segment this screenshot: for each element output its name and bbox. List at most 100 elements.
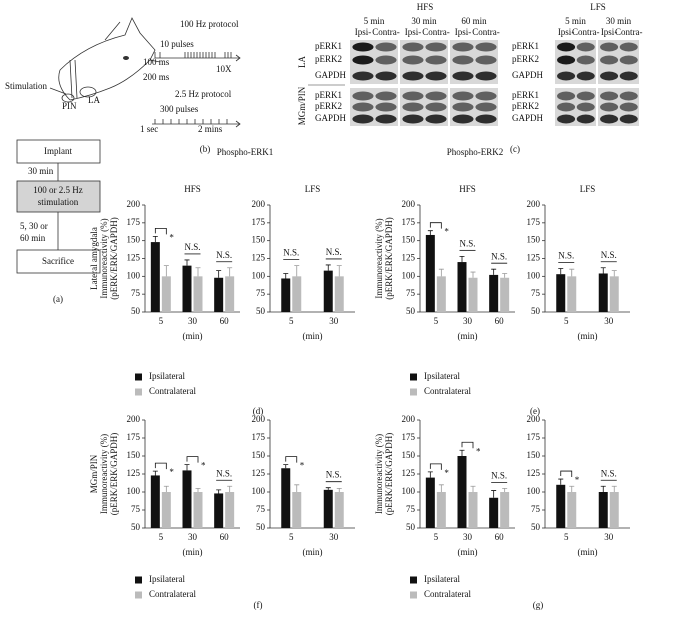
legend-label: Contralateral xyxy=(149,386,196,396)
row-label: pERK1 xyxy=(315,41,342,51)
error-bar xyxy=(600,267,606,274)
blot-band xyxy=(402,55,424,65)
row-label: pERK1 xyxy=(512,90,539,100)
y-tick-label: 125 xyxy=(527,253,541,263)
protocol-text: 10 pulses xyxy=(160,39,194,49)
y-tick-label: 150 xyxy=(252,235,266,245)
la-label: LA xyxy=(88,95,100,105)
protocol-text: 300 pulses xyxy=(160,104,199,114)
blot-band xyxy=(452,42,474,52)
error-bar xyxy=(336,488,342,492)
legend-label: Contralateral xyxy=(424,386,471,396)
pin-region xyxy=(61,93,75,103)
blot-band xyxy=(557,55,576,65)
x-tick-label: 30 xyxy=(188,316,198,326)
y-tick-label: 50 xyxy=(256,306,266,316)
lane-label: Contra- xyxy=(572,27,600,37)
bar xyxy=(214,277,224,312)
y-tick-label: 50 xyxy=(406,306,416,316)
blot-band xyxy=(352,91,374,101)
annotation: N.S. xyxy=(283,248,299,258)
error-bar xyxy=(438,268,444,277)
bar xyxy=(334,276,344,312)
legend-swatch xyxy=(410,576,417,584)
bar xyxy=(214,493,224,528)
time-label: 60 min xyxy=(461,16,487,26)
blot-band xyxy=(402,71,424,81)
row-label: pERK2 xyxy=(315,101,342,111)
pulse-train xyxy=(152,119,241,128)
y-tick-label: 125 xyxy=(252,468,266,478)
blot-band xyxy=(619,91,638,101)
error-bar xyxy=(569,268,575,277)
error-bar xyxy=(184,464,190,471)
y-tick-label: 75 xyxy=(256,504,266,514)
error-bar xyxy=(195,267,201,277)
x-tick-label: 5 xyxy=(289,532,294,542)
legend-swatch xyxy=(410,388,417,396)
bar xyxy=(556,484,566,528)
stimulation-label: Stimulation xyxy=(5,81,48,91)
bar xyxy=(457,262,467,312)
bar xyxy=(598,492,608,528)
x-axis-label: (min) xyxy=(303,547,323,557)
x-axis-label: (min) xyxy=(183,331,203,341)
y-tick-label: 150 xyxy=(127,235,141,245)
y-tick-label: 150 xyxy=(252,450,266,460)
blot-band xyxy=(576,114,595,124)
blot-band xyxy=(576,91,595,101)
blot-band xyxy=(600,114,619,124)
legend-label: Ipsilateral xyxy=(424,371,460,381)
annotation: N.S. xyxy=(459,238,475,248)
x-tick-label: 30 xyxy=(463,532,473,542)
annotation: N.S. xyxy=(326,247,342,257)
bar xyxy=(150,475,160,528)
bar xyxy=(556,274,566,312)
legend-label: Contralateral xyxy=(424,589,471,599)
annotation: N.S. xyxy=(558,251,574,261)
bar xyxy=(161,276,171,312)
y-axis-label: Immunoreactivity (%) xyxy=(374,218,384,298)
blot-band xyxy=(452,114,474,124)
error-bar xyxy=(558,268,564,275)
implant-box xyxy=(16,139,101,164)
y-tick-label: 200 xyxy=(527,414,541,424)
x-tick-label: 5 xyxy=(434,532,439,542)
row-label: GAPDH xyxy=(512,113,544,123)
time-label: 5 min xyxy=(364,16,385,26)
y-tick-label: 50 xyxy=(406,522,416,532)
error-bar xyxy=(470,485,476,492)
bar xyxy=(323,489,333,528)
blot-band xyxy=(600,42,619,52)
y-axis-label: (pERK/ERK/GAPDH) xyxy=(384,433,394,516)
annotation: N.S. xyxy=(491,251,507,261)
time-label: 30 min xyxy=(606,16,632,26)
lane-label: Contra- xyxy=(422,27,450,37)
y-tick-label: 125 xyxy=(127,468,141,478)
y-tick-label: 200 xyxy=(252,199,266,209)
blot-band xyxy=(375,91,397,101)
significance-bracket xyxy=(186,456,199,463)
panel-label: (b) xyxy=(200,144,211,154)
error-bar xyxy=(325,264,331,271)
blot-band xyxy=(452,55,474,65)
blot-band xyxy=(375,102,397,112)
bar xyxy=(281,278,291,312)
x-tick-label: 60 xyxy=(495,316,505,326)
bar xyxy=(436,492,446,528)
blot-band xyxy=(576,102,595,112)
annotation: * xyxy=(201,461,206,471)
error-bar xyxy=(611,270,617,277)
protocol-text: 10X xyxy=(216,64,232,74)
x-tick-label: 30 xyxy=(604,532,614,542)
bar xyxy=(500,277,510,312)
row-label: pERK2 xyxy=(315,54,342,64)
error-bar xyxy=(558,478,564,485)
y-tick-label: 50 xyxy=(131,306,141,316)
blot-band xyxy=(600,55,619,65)
bar xyxy=(489,274,499,312)
x-axis-label: (min) xyxy=(578,547,598,557)
blot-band xyxy=(402,102,424,112)
panel-label: (g) xyxy=(533,600,544,610)
y-tick-label: 75 xyxy=(406,288,416,298)
